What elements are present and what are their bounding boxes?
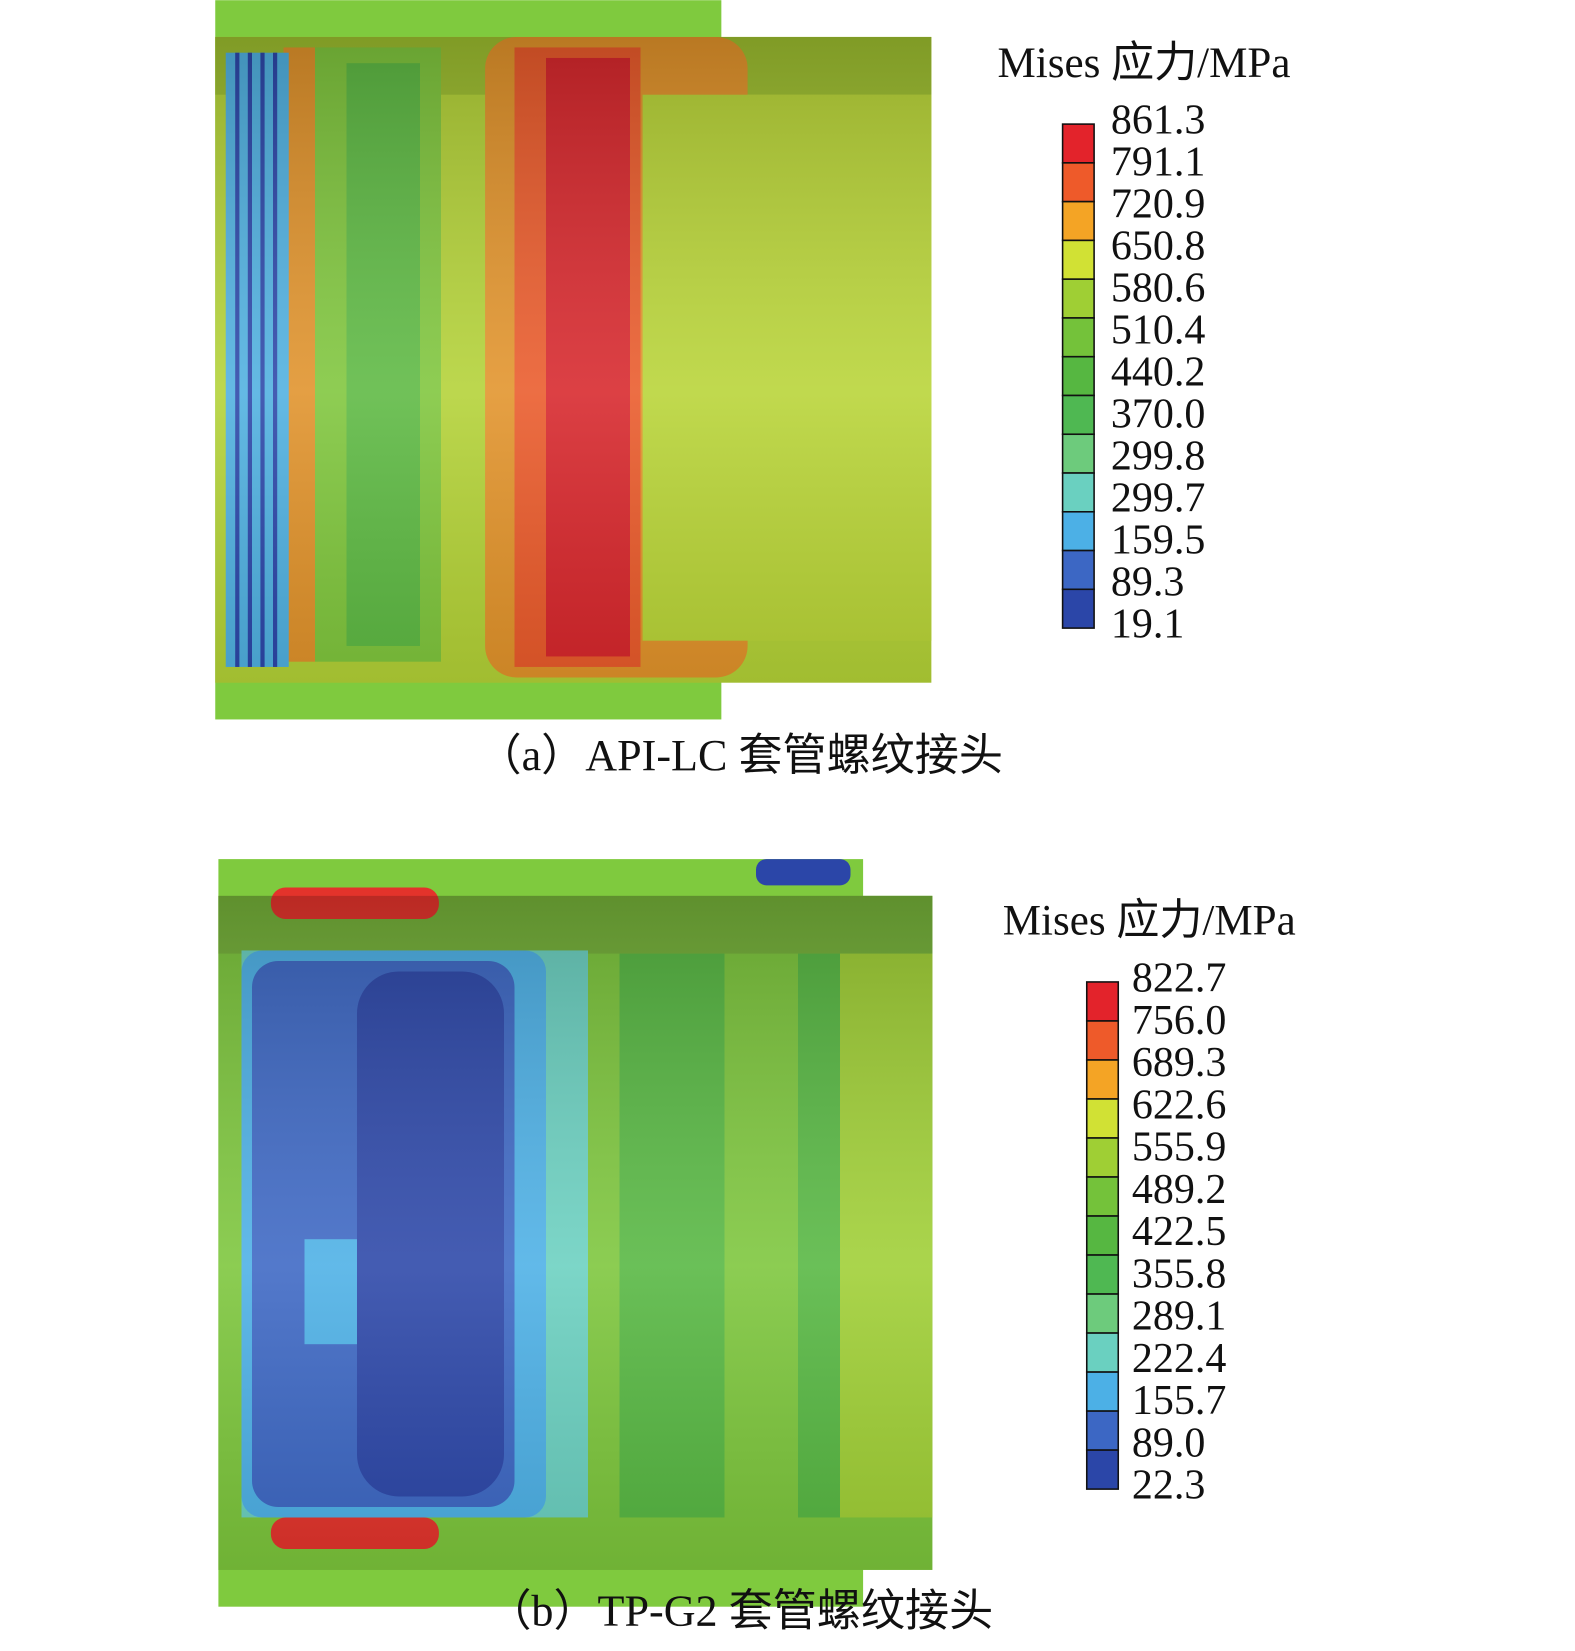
legend-bin xyxy=(1061,549,1095,591)
legend-label: 720.9 xyxy=(1111,182,1206,228)
caption: （a）API-LC 套管螺纹接头 xyxy=(478,731,1003,780)
legend-label: 370.0 xyxy=(1111,392,1206,438)
legend-bin xyxy=(1061,162,1095,203)
legend-bin xyxy=(1085,1332,1120,1373)
contour-plot-b xyxy=(218,859,933,1607)
legend-label: 791.1 xyxy=(1111,140,1206,186)
legend-label: 222.4 xyxy=(1132,1336,1227,1382)
legend-label: 489.2 xyxy=(1132,1167,1227,1213)
legend-bin xyxy=(1085,1059,1120,1100)
legend-bin xyxy=(1061,588,1095,629)
legend-title: Mises 应力/MPa xyxy=(1003,897,1296,945)
legend-bin xyxy=(1061,394,1095,436)
legend-bin xyxy=(1085,1137,1120,1178)
legend-label: 155.7 xyxy=(1132,1378,1227,1424)
legend-label: 422.5 xyxy=(1132,1209,1227,1255)
legend-label: 510.4 xyxy=(1111,308,1206,354)
legend-bin xyxy=(1085,1449,1120,1490)
legend-bin xyxy=(1085,1254,1120,1295)
legend-label: 756.0 xyxy=(1132,998,1227,1044)
legend-bin xyxy=(1061,472,1095,513)
legend-bin xyxy=(1061,239,1095,280)
legend-bin xyxy=(1085,1098,1120,1139)
legend-label: 89.0 xyxy=(1132,1420,1206,1466)
legend-bin xyxy=(1061,511,1095,552)
legend-label: 299.8 xyxy=(1111,434,1206,480)
legend-label: 650.8 xyxy=(1111,224,1206,270)
legend-label: 861.3 xyxy=(1111,98,1206,144)
legend-bin xyxy=(1085,1410,1120,1451)
legend-bin xyxy=(1085,1371,1120,1412)
legend-label: 159.5 xyxy=(1111,518,1206,564)
legend-bin xyxy=(1061,278,1095,319)
legend-bin xyxy=(1085,1176,1120,1217)
legend-label: 22.3 xyxy=(1132,1463,1206,1509)
legend-label: 19.1 xyxy=(1111,602,1185,648)
caption: （b）TP-G2 套管螺纹接头 xyxy=(487,1587,993,1636)
legend-label: 822.7 xyxy=(1132,956,1227,1002)
legend-label: 289.1 xyxy=(1132,1294,1227,1340)
legend-bin xyxy=(1061,317,1095,358)
legend-label: 555.9 xyxy=(1132,1125,1227,1171)
legend-bin xyxy=(1061,123,1095,164)
legend-bin xyxy=(1061,433,1095,474)
legend-label: 580.6 xyxy=(1111,266,1206,312)
legend-bin xyxy=(1085,1020,1120,1061)
legend-bin xyxy=(1085,981,1120,1022)
legend-label: 299.7 xyxy=(1111,476,1206,522)
legend-bin xyxy=(1085,1215,1120,1256)
contour-plot-a xyxy=(215,0,932,720)
legend-bin xyxy=(1061,355,1095,397)
legend-label: 89.3 xyxy=(1111,560,1185,606)
legend-label: 689.3 xyxy=(1132,1040,1227,1086)
legend-bin xyxy=(1085,1293,1120,1334)
legend-label: 622.6 xyxy=(1132,1082,1227,1128)
legend-label: 440.2 xyxy=(1111,350,1206,396)
legend-label: 355.8 xyxy=(1132,1251,1227,1297)
legend-title: Mises 应力/MPa xyxy=(998,39,1291,87)
legend-bin xyxy=(1061,200,1095,242)
